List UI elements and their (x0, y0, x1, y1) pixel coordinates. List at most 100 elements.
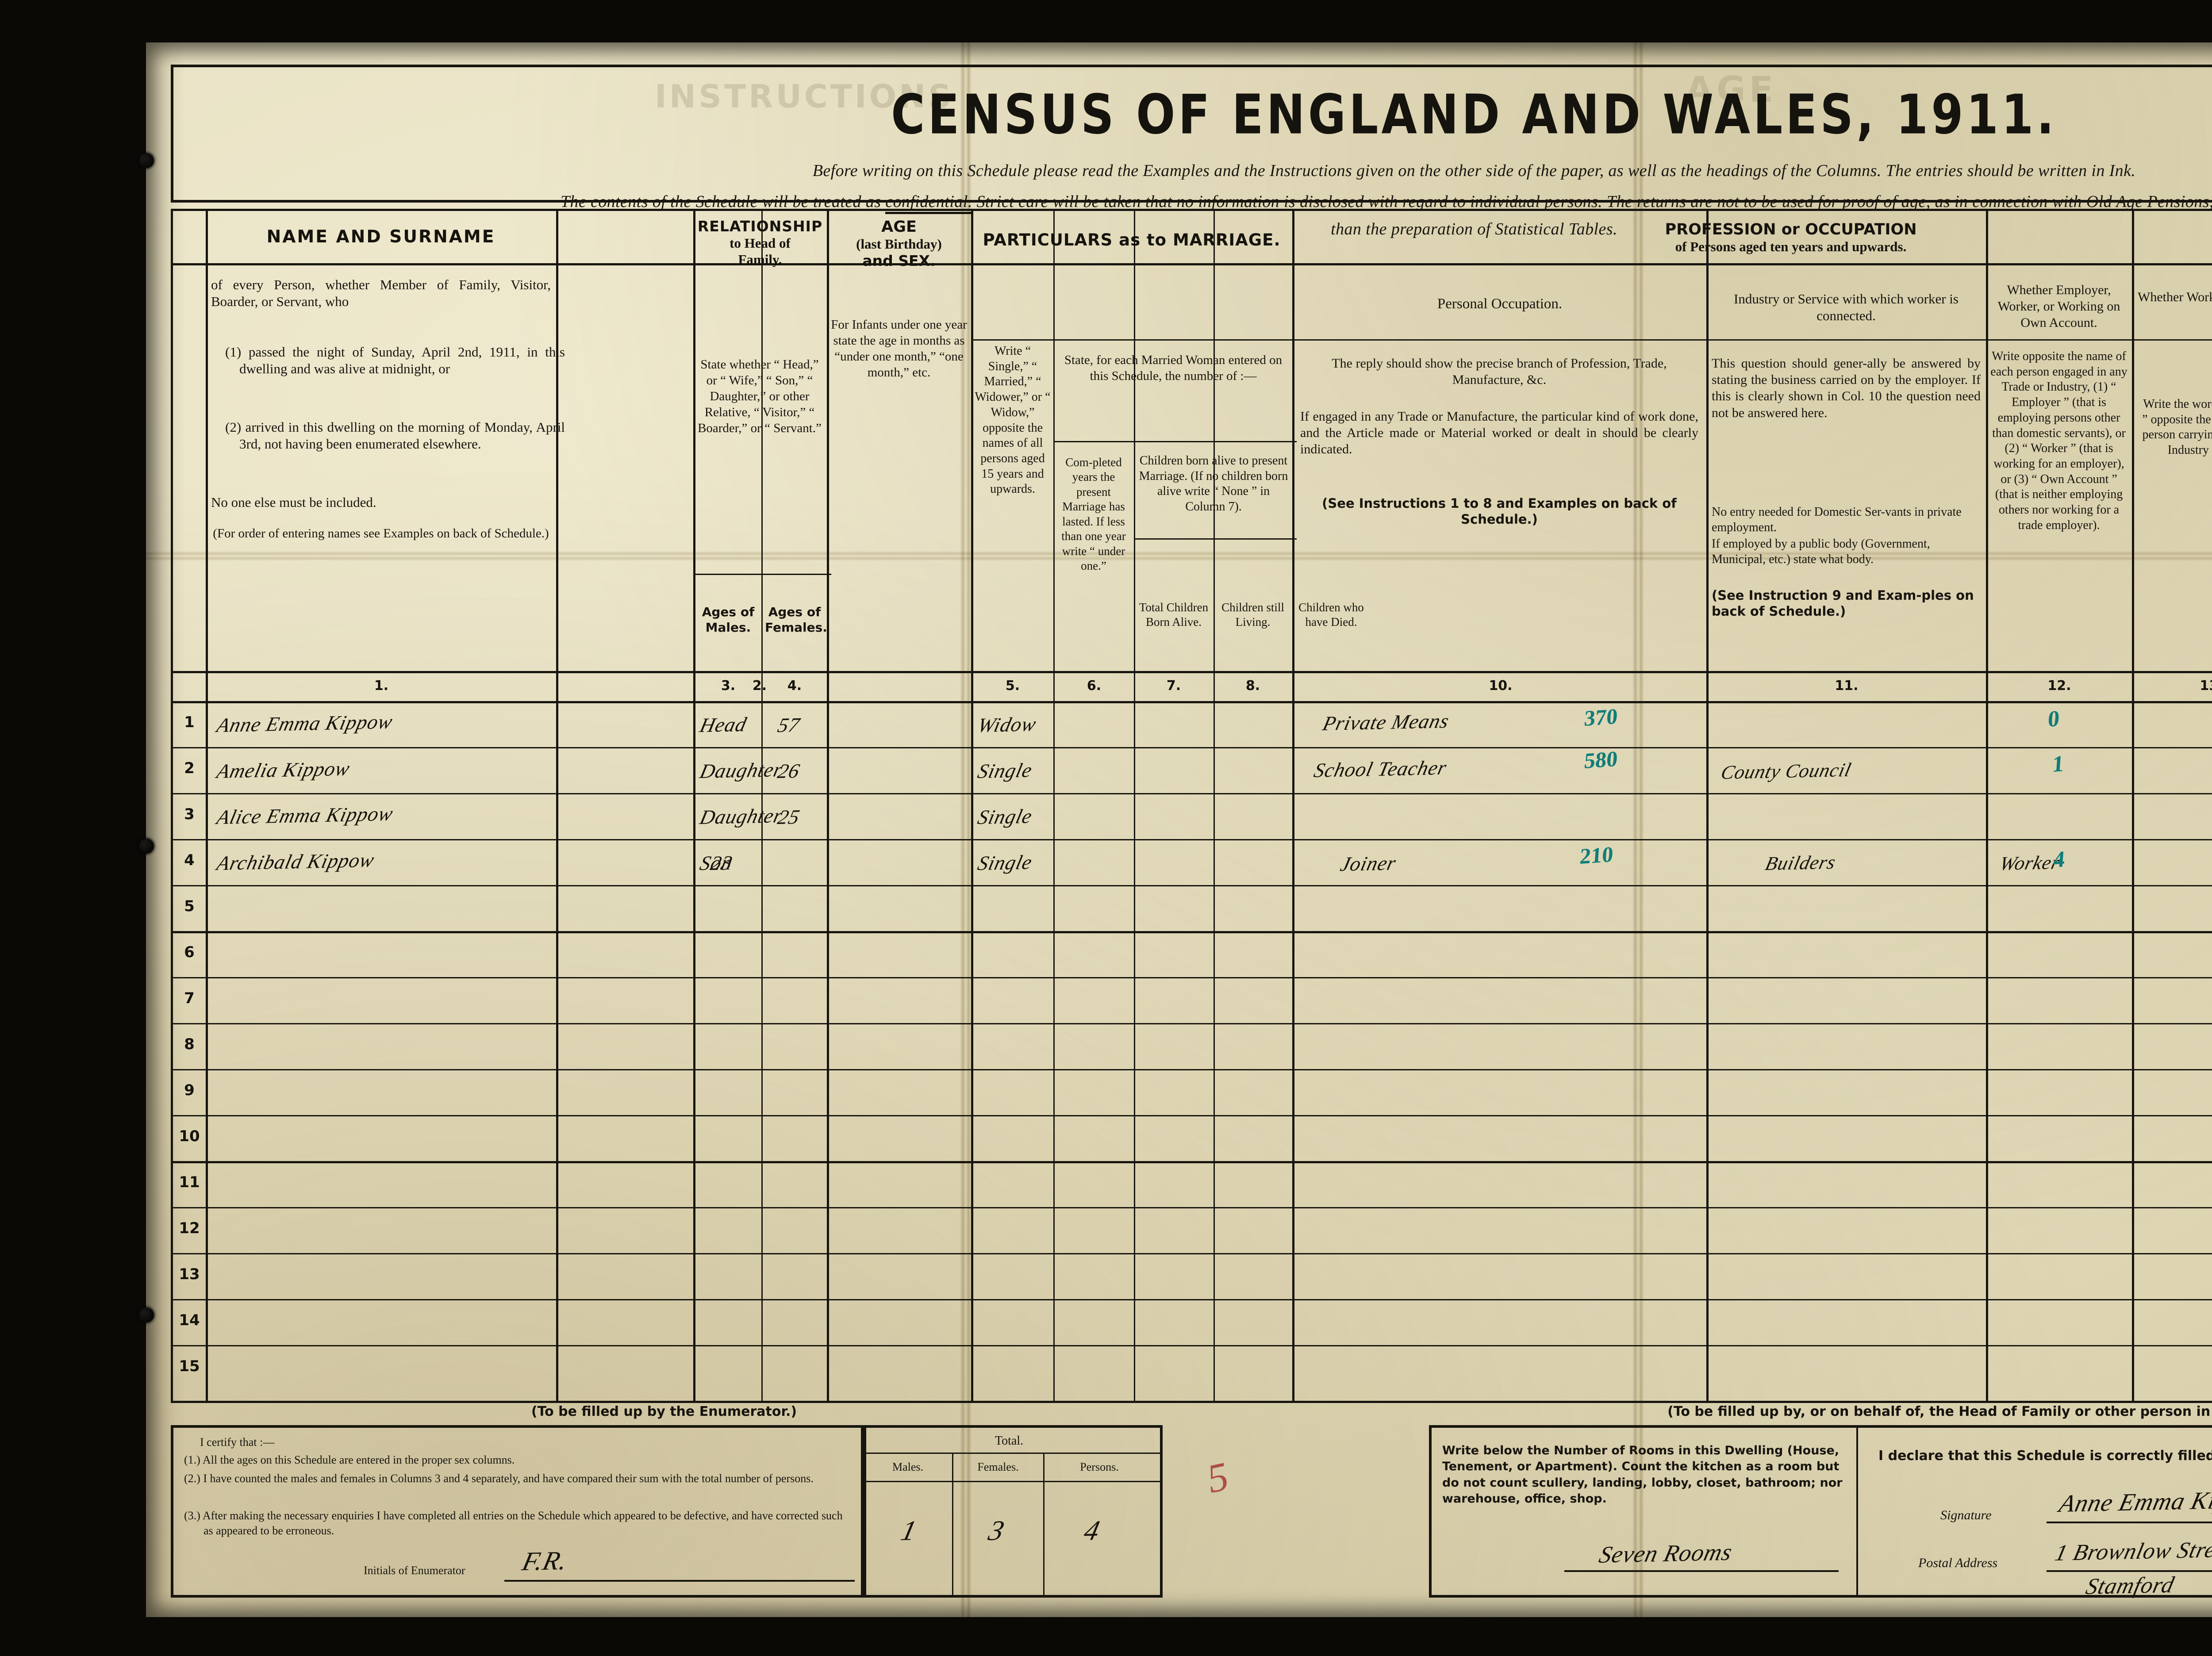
entry-name: Archibald Kippow (215, 848, 377, 874)
males-value: 1 (898, 1514, 920, 1546)
entry-marriage: Single (975, 759, 1035, 782)
entry-relationship: Head (698, 713, 749, 736)
rule-h-children-head (1053, 441, 1297, 442)
rule-h-industry-head (1706, 339, 2212, 341)
rule-v-c6 (1053, 211, 1055, 1401)
row-number: 14 (179, 1311, 200, 1329)
rule-row-8 (173, 1069, 2212, 1070)
head-of-family-caption: (To be filled up by, or on behalf of, th… (1667, 1404, 2212, 1419)
colnum-11: 11. (1835, 678, 1859, 694)
entry-employer-code: 0 (2047, 706, 2061, 732)
rule-row-6 (173, 977, 2212, 978)
row-number: 3 (184, 805, 195, 823)
rule-v-c9 (1292, 211, 1294, 1401)
confidential-emphasis: confidential. (885, 192, 972, 214)
row-number: 11 (179, 1173, 200, 1191)
c5-instruction: Write “ Single,” “ Married,” “ Widower,”… (975, 344, 1051, 496)
head-declaration-box: Write below the Number of Rooms in this … (1429, 1425, 2212, 1599)
rule-totals-v1 (952, 1453, 953, 1595)
confidential-line-2: than the preparation of Statistical Tabl… (1331, 220, 1617, 238)
row-number: 10 (179, 1127, 200, 1145)
entry-industry: Builders (1763, 851, 1838, 874)
married-woman-head: State, for each Married Woman entered on… (1064, 353, 1283, 383)
c1-instruction-0: of every Person, whether Member of Famil… (211, 277, 551, 310)
rule-row-9 (173, 1115, 2212, 1116)
rule-v-c1 (556, 211, 558, 1401)
entry-occupation-code: 580 (1583, 746, 1619, 773)
address-rule (2047, 1570, 2212, 1572)
confidential-text-a: The contents of the Schedule will be tre… (561, 192, 886, 211)
census-table: NAME AND SURNAME RELATIONSHIP to Head of… (171, 209, 2212, 1403)
c1-instruction-1: (1) passed the night of Sunday, April 2n… (225, 344, 565, 377)
rule-v-c5 (971, 211, 973, 1401)
address-line1: 1 Brownlow Street (2052, 1537, 2212, 1566)
c11-instruction-3: If employed by a public body (Government… (1712, 537, 1930, 566)
c1-instruction-3: No one else must be included. (211, 494, 376, 510)
signature-label: Signature (1940, 1508, 1992, 1522)
relationship-title-a: RELATIONSHIP (697, 218, 823, 235)
c11-instruction-1: This question should gener-ally be answe… (1712, 356, 1981, 420)
row-number: 8 (184, 1035, 195, 1053)
ages-females-label: Ages of Females. (765, 605, 827, 635)
colnum-1: 1. (374, 678, 389, 694)
c7-instruction: Total Children Born Alive. (1139, 601, 1209, 629)
instruction-line: Before writing on this Schedule please r… (812, 161, 2136, 180)
rule-v-c7 (1134, 211, 1135, 1401)
rule-v-c4 (827, 211, 829, 1401)
c10-head: Personal Occupation. (1437, 296, 1563, 312)
rule-h-age-sex-split (693, 574, 831, 575)
confidential-text-c: Strict care will be taken that no inform… (976, 192, 2212, 211)
header-frame: CENSUS OF ENGLAND AND WALES, 1911. Befor… (171, 65, 2212, 238)
c11-instruction-4: (See Instruction 9 and Exam-ples on back… (1712, 588, 1974, 619)
rule-totals-2 (864, 1481, 1160, 1482)
rule-v-c10 (1706, 211, 1709, 1401)
initials-label: Initials of Enumerator (364, 1564, 465, 1577)
rule-v-c3 (761, 211, 763, 1401)
colnum-10: 10. (1489, 678, 1513, 694)
row-number: 4 (184, 851, 195, 869)
initials-value: F.R. (519, 1545, 571, 1576)
enumerator-caption: (To be filled up by the Enumerator.) (531, 1404, 797, 1419)
punch-hole-top (139, 153, 154, 168)
punch-hole-mid (139, 839, 154, 854)
rooms-rule (1564, 1570, 1839, 1572)
rule-h-captionband (173, 263, 2212, 265)
rule-row-13 (173, 1299, 2212, 1300)
females-label: Females. (977, 1460, 1019, 1473)
c6-instruction: Com-pleted years the present Marriage ha… (1061, 456, 1126, 573)
declaration-text: I declare that this Schedule is correctl… (1878, 1448, 2212, 1464)
signature-rule (2047, 1522, 2212, 1523)
entry-name: Amelia Kippow (215, 757, 353, 782)
age-title-b: (last Birthday) (856, 236, 942, 252)
entry-occupation: Private Means (1321, 709, 1452, 735)
males-label: Males. (892, 1460, 924, 1473)
row-number: 9 (184, 1081, 195, 1099)
age-title-c: and SEX. (862, 252, 936, 269)
entry-occupation: School Teacher (1312, 756, 1449, 782)
age-instruction: For Infants under one year state the age… (831, 318, 967, 380)
rule-v-c8 (1214, 211, 1215, 1401)
certify-3: (3.) After making the necessary enquirie… (184, 1509, 843, 1537)
totals-box: Total. Males. Females. Persons. 1 3 4 (861, 1425, 1163, 1598)
row-number: 13 (179, 1265, 200, 1283)
persons-value: 4 (1081, 1514, 1103, 1546)
c12-instruction: Write opposite the name of each person e… (1990, 349, 2128, 532)
colnum-7: 7. (1166, 678, 1181, 694)
c1-instruction-2: (2) arrived in this dwelling on the morn… (225, 419, 565, 452)
rule-h-children-sub (1134, 538, 1297, 540)
row-number: 6 (184, 943, 195, 961)
rule-row-2 (173, 793, 2212, 794)
row-number: 1 (184, 713, 195, 731)
c10-instruction-1: The reply should show the precise branch… (1332, 356, 1667, 387)
c10-instruction-3: (See Instructions 1 to 8 and Examples on… (1322, 496, 1677, 527)
rule-row-4 (173, 885, 2212, 886)
c13-instruction: Write the words “ At Home ” opposite the… (2142, 397, 2212, 457)
entry-occupation: Joiner (1338, 851, 1398, 875)
profession-title-a: PROFESSION or OCCUPATION (1665, 221, 1917, 238)
rule-row-12 (173, 1253, 2212, 1254)
rule-v-c2 (693, 211, 695, 1401)
colnum-2: 2. (752, 678, 767, 694)
rule-totals-v2 (1043, 1453, 1045, 1595)
column-header-age: AGE (last Birthday) and SEX. (829, 218, 969, 270)
